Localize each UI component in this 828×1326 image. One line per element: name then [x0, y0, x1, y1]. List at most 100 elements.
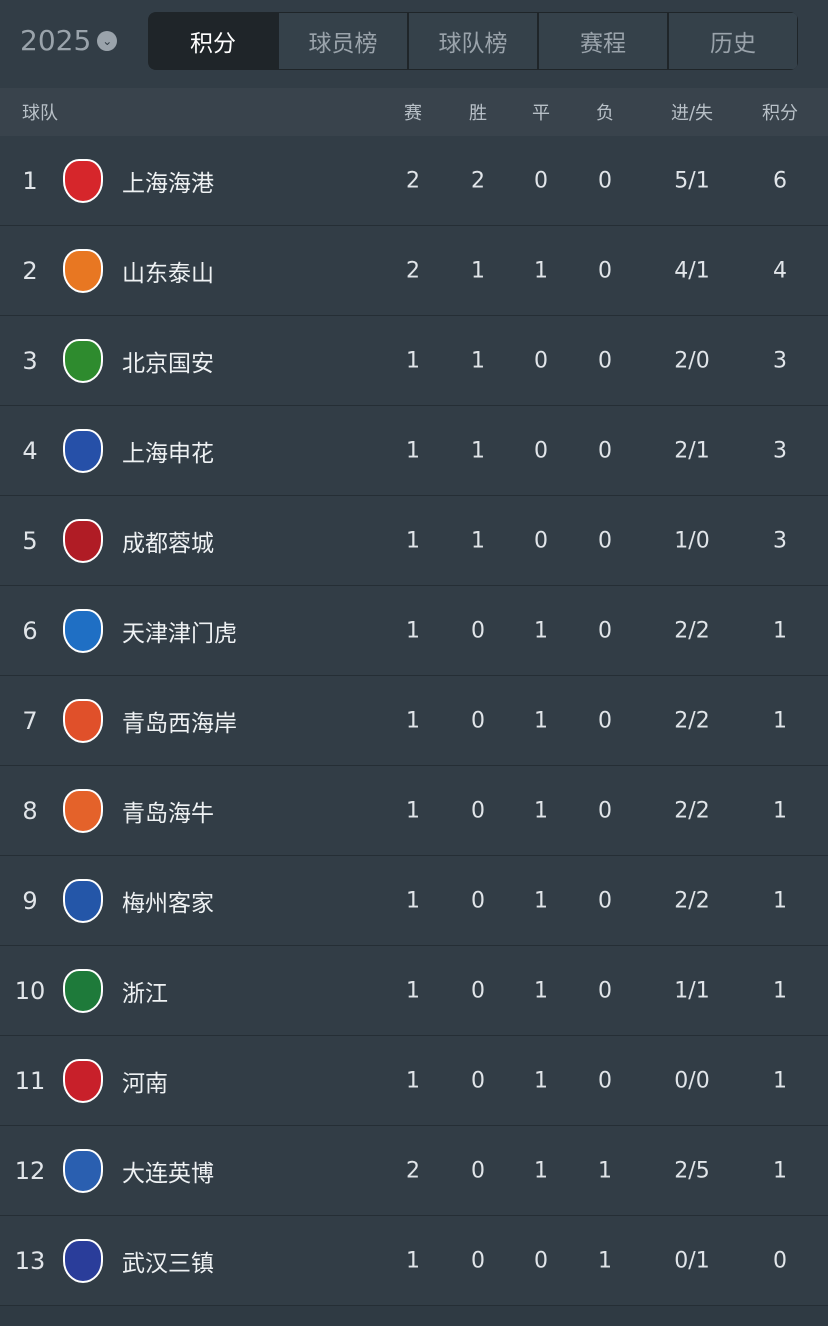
team-name[interactable]: 浙江: [122, 980, 168, 1007]
team-logo-icon: [63, 608, 103, 653]
tab-schedule[interactable]: 赛程: [539, 13, 667, 69]
cell-goals: 2/2: [674, 798, 710, 823]
cell-drawn: 1: [534, 978, 548, 1003]
cell-lost: 0: [598, 258, 612, 283]
cell-points: 1: [773, 708, 787, 733]
cell-drawn: 1: [534, 798, 548, 823]
table-row[interactable]: 7 1 0 1 0 2/2 1 青岛西海岸: [0, 676, 828, 766]
header-played: 赛: [404, 103, 422, 124]
header-lost: 负: [596, 103, 614, 124]
cell-drawn: 0: [534, 438, 548, 463]
tab-standings[interactable]: 积分: [149, 13, 277, 69]
table-row[interactable]: 6 1 0 1 0 2/2 1 天津津门虎: [0, 586, 828, 676]
team-logo-icon: [63, 1238, 103, 1283]
cell-won: 1: [471, 348, 485, 373]
team-name[interactable]: 天津津门虎: [122, 620, 237, 647]
team-logo-icon: [63, 968, 103, 1013]
team-logo-icon: [63, 878, 103, 923]
season-selector[interactable]: 2025 ⌄: [20, 24, 118, 57]
team-name[interactable]: 山东泰山: [122, 260, 214, 287]
team-logo-icon: [63, 428, 103, 473]
cell-played: 1: [406, 888, 420, 913]
header-won: 胜: [469, 103, 487, 124]
table-row[interactable]: 12 2 0 1 1 2/5 1 大连英博: [0, 1126, 828, 1216]
tab-player-rankings[interactable]: 球员榜: [279, 13, 407, 69]
tab-history[interactable]: 历史: [669, 13, 797, 69]
cell-rank: 2: [22, 256, 38, 285]
tab-bar: 积分 球员榜 球队榜 赛程 历史: [148, 12, 798, 70]
cell-drawn: 1: [534, 888, 548, 913]
top-bar: 2025 ⌄ 积分 球员榜 球队榜 赛程 历史: [0, 0, 828, 88]
cell-won: 1: [471, 528, 485, 553]
cell-rank: 5: [22, 526, 38, 555]
table-row[interactable]: 10 1 0 1 0 1/1 1 浙江: [0, 946, 828, 1036]
cell-rank: 3: [22, 346, 38, 375]
cell-goals: 0/1: [674, 1248, 710, 1273]
team-name[interactable]: 青岛西海岸: [122, 710, 237, 737]
cell-lost: 0: [598, 528, 612, 553]
team-logo-icon: [63, 1148, 103, 1193]
standings-table: 1 2 2 0 0 5/1 6 上海海港 2 2 1 1 0 4/1 4 山东泰山 3 1 1 0 0 2/0 3 北京国安 4…: [0, 136, 828, 1306]
cell-goals: 2/0: [674, 348, 710, 373]
table-row[interactable]: 1 2 2 0 0 5/1 6 上海海港: [0, 136, 828, 226]
cell-played: 2: [406, 168, 420, 193]
team-logo-icon: [63, 788, 103, 833]
cell-points: 3: [773, 438, 787, 463]
table-header: 球队 赛 胜 平 负 进/失 积分: [0, 88, 828, 136]
cell-played: 1: [406, 1068, 420, 1093]
cell-points: 1: [773, 798, 787, 823]
cell-rank: 1: [22, 166, 38, 195]
team-name[interactable]: 青岛海牛: [122, 800, 214, 827]
cell-won: 0: [471, 798, 485, 823]
table-row[interactable]: 3 1 1 0 0 2/0 3 北京国安: [0, 316, 828, 406]
cell-played: 1: [406, 438, 420, 463]
cell-drawn: 0: [534, 168, 548, 193]
header-goals: 进/失: [670, 103, 714, 124]
cell-points: 1: [773, 1158, 787, 1183]
cell-lost: 1: [598, 1248, 612, 1273]
team-name[interactable]: 梅州客家: [122, 890, 214, 917]
header-team: 球队: [22, 103, 58, 124]
team-logo-icon: [63, 1058, 103, 1103]
cell-goals: 2/5: [674, 1158, 710, 1183]
cell-won: 0: [471, 618, 485, 643]
cell-drawn: 0: [534, 1248, 548, 1273]
cell-rank: 10: [14, 976, 46, 1005]
cell-won: 0: [471, 708, 485, 733]
team-logo-icon: [63, 338, 103, 383]
cell-points: 4: [773, 258, 787, 283]
cell-goals: 2/2: [674, 708, 710, 733]
cell-rank: 13: [14, 1246, 46, 1275]
cell-rank: 12: [14, 1156, 46, 1185]
team-name[interactable]: 河南: [122, 1070, 168, 1097]
cell-lost: 0: [598, 348, 612, 373]
team-name[interactable]: 大连英博: [122, 1160, 214, 1187]
cell-won: 0: [471, 1158, 485, 1183]
cell-drawn: 1: [534, 708, 548, 733]
table-row[interactable]: 4 1 1 0 0 2/1 3 上海申花: [0, 406, 828, 496]
cell-played: 1: [406, 348, 420, 373]
table-row[interactable]: 9 1 0 1 0 2/2 1 梅州客家: [0, 856, 828, 946]
header-drawn: 平: [532, 103, 550, 124]
team-name[interactable]: 上海申花: [122, 440, 214, 467]
cell-won: 2: [471, 168, 485, 193]
cell-goals: 5/1: [674, 168, 710, 193]
cell-rank: 6: [22, 616, 38, 645]
table-row[interactable]: 11 1 0 1 0 0/0 1 河南: [0, 1036, 828, 1126]
team-name[interactable]: 北京国安: [122, 350, 214, 377]
team-name[interactable]: 武汉三镇: [122, 1250, 214, 1277]
table-row[interactable]: 8 1 0 1 0 2/2 1 青岛海牛: [0, 766, 828, 856]
cell-lost: 0: [598, 888, 612, 913]
cell-drawn: 1: [534, 618, 548, 643]
team-name[interactable]: 成都蓉城: [122, 530, 214, 557]
cell-lost: 0: [598, 168, 612, 193]
cell-rank: 4: [22, 436, 38, 465]
cell-goals: 0/0: [674, 1068, 710, 1093]
table-row[interactable]: 2 2 1 1 0 4/1 4 山东泰山: [0, 226, 828, 316]
team-name[interactable]: 上海海港: [122, 170, 214, 197]
table-row[interactable]: 5 1 1 0 0 1/0 3 成都蓉城: [0, 496, 828, 586]
tab-team-rankings[interactable]: 球队榜: [409, 13, 537, 69]
team-logo-icon: [63, 698, 103, 743]
table-row[interactable]: 13 1 0 0 1 0/1 0 武汉三镇: [0, 1216, 828, 1306]
cell-goals: 2/2: [674, 618, 710, 643]
